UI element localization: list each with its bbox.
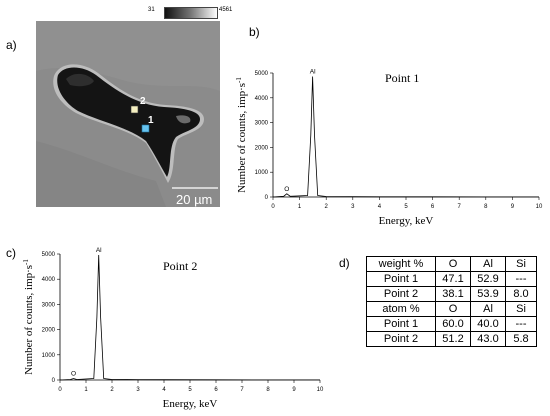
y-tick-label: 2000 bbox=[42, 328, 56, 334]
table-row-label: Point 1 bbox=[366, 316, 436, 332]
x-tick-label: 3 bbox=[136, 387, 140, 393]
x-tick-label: 7 bbox=[458, 204, 462, 210]
peak-label: Al bbox=[96, 247, 102, 254]
table-cell: 40.0 bbox=[470, 316, 506, 332]
table-row: weight % O Al Si bbox=[366, 256, 537, 272]
y-tick-label: 3000 bbox=[255, 121, 269, 127]
spectrum-series-line bbox=[272, 76, 539, 198]
peak-label: O bbox=[284, 186, 289, 193]
x-tick-label: 4 bbox=[378, 204, 382, 210]
panel-label-a: a) bbox=[6, 38, 17, 52]
spectrum-point-2: 0 1 2 3 4 5 6 7 8 9 10 0 1000 2000 3000 4000 5000 Al O Poin… bbox=[0, 232, 330, 416]
x-tick-label: 4 bbox=[162, 387, 166, 393]
y-tick-label: 4000 bbox=[42, 277, 56, 283]
sem-micrograph: 2 1 20 µm bbox=[36, 21, 220, 207]
table-cell: 43.0 bbox=[470, 331, 506, 347]
table-row: atom % O Al Si bbox=[366, 301, 537, 317]
table-cell: 52.9 bbox=[470, 271, 506, 287]
table-cell: 51.2 bbox=[435, 331, 471, 347]
y-tick-label: 0 bbox=[52, 378, 56, 384]
x-tick-label: 6 bbox=[431, 204, 435, 210]
spectrum-point-1-svg: 0 1 2 3 4 5 6 7 8 9 10 0 1000 2000 3000 4000 5000 Al O Poin… bbox=[235, 68, 543, 227]
table-row-label: weight % bbox=[366, 256, 436, 272]
panel-label-c: c) bbox=[6, 246, 16, 260]
table-cell: O bbox=[435, 301, 471, 317]
x-tick-label: 2 bbox=[110, 387, 114, 393]
y-tick-label: 0 bbox=[265, 195, 269, 201]
y-tick-label: 3000 bbox=[42, 302, 56, 308]
table-row-label: Point 1 bbox=[366, 271, 436, 287]
scale-bar-label: 20 µm bbox=[176, 192, 212, 207]
table-cell: 8.0 bbox=[505, 286, 537, 302]
x-tick-label: 8 bbox=[266, 387, 270, 393]
sem-micrograph-image: 2 1 20 µm bbox=[36, 21, 220, 207]
panel-label-d: d) bbox=[339, 256, 350, 270]
x-tick-label: 6 bbox=[214, 387, 218, 393]
panel-label-b: b) bbox=[249, 25, 260, 39]
y-tick-label: 1000 bbox=[42, 353, 56, 359]
table-cell: Al bbox=[470, 301, 506, 317]
x-tick-label: 10 bbox=[317, 387, 324, 393]
peak-label: Al bbox=[310, 68, 316, 75]
table-cell: 60.0 bbox=[435, 316, 471, 332]
table-cell: Si bbox=[505, 301, 537, 317]
table-cell: 53.9 bbox=[470, 286, 506, 302]
x-tick-label: 3 bbox=[351, 204, 355, 210]
table-cell: --- bbox=[505, 271, 537, 287]
table-row-label: Point 2 bbox=[366, 331, 436, 347]
table-row: Point 2 51.2 43.0 5.8 bbox=[366, 331, 537, 347]
table-row: Point 2 38.1 53.9 8.0 bbox=[366, 286, 537, 302]
x-tick-label: 5 bbox=[188, 387, 192, 393]
x-tick-label: 9 bbox=[292, 387, 296, 393]
table-row: Point 1 60.0 40.0 --- bbox=[366, 316, 537, 332]
x-tick-label: 0 bbox=[271, 204, 275, 210]
x-axis-label: Energy, keV bbox=[379, 215, 434, 227]
table-row: Point 1 47.1 52.9 --- bbox=[366, 271, 537, 287]
x-tick-label: 5 bbox=[404, 204, 408, 210]
peak-label: O bbox=[71, 370, 76, 377]
x-tick-label: 7 bbox=[240, 387, 244, 393]
table-cell: 5.8 bbox=[505, 331, 537, 347]
y-axis-label: Number of counts, imp·s-1 bbox=[235, 77, 248, 193]
table-cell: O bbox=[435, 256, 471, 272]
table-cell: Al bbox=[470, 256, 506, 272]
colorbar-gradient bbox=[164, 7, 218, 19]
y-tick-label: 1000 bbox=[255, 170, 269, 176]
table-cell: Si bbox=[505, 256, 537, 272]
y-tick-label: 5000 bbox=[42, 252, 56, 258]
analysis-point-2-marker bbox=[130, 105, 139, 114]
y-axis-label-superscript: -1 bbox=[235, 77, 243, 83]
point-1-label: 1 bbox=[148, 115, 154, 126]
spectrum-point-2-svg: 0 1 2 3 4 5 6 7 8 9 10 0 1000 2000 3000 4000 5000 Al O Poin… bbox=[22, 247, 324, 410]
table-row-label: Point 2 bbox=[366, 286, 436, 302]
y-tick-label: 5000 bbox=[255, 71, 269, 77]
x-axis-label: Energy, keV bbox=[163, 398, 218, 410]
x-tick-label: 9 bbox=[511, 204, 515, 210]
colorbar-max-label: 4561 bbox=[219, 7, 233, 13]
y-axis-label-superscript: -1 bbox=[22, 259, 30, 265]
spectrum-point-1: 0 1 2 3 4 5 6 7 8 9 10 0 1000 2000 3000 4000 5000 Al O Poin… bbox=[230, 40, 550, 230]
composition-table: weight % O Al Si Point 1 47.1 52.9 --- Point 2 38… bbox=[366, 256, 537, 347]
point-2-label: 2 bbox=[140, 96, 146, 107]
x-tick-label: 10 bbox=[536, 204, 543, 210]
y-tick-label: 2000 bbox=[255, 145, 269, 151]
spectrum-series-line bbox=[59, 254, 320, 381]
chart-title: Point 2 bbox=[163, 259, 197, 273]
x-tick-label: 0 bbox=[58, 387, 62, 393]
y-axis-label: Number of counts, imp·s-1 bbox=[22, 259, 35, 375]
table-cell: 38.1 bbox=[435, 286, 471, 302]
colorbar-min-label: 31 bbox=[148, 7, 155, 13]
x-tick-label: 1 bbox=[84, 387, 88, 393]
x-tick-label: 1 bbox=[298, 204, 302, 210]
chart-title: Point 1 bbox=[385, 71, 419, 85]
table-cell: --- bbox=[505, 316, 537, 332]
table-cell: 47.1 bbox=[435, 271, 471, 287]
analysis-point-1-marker bbox=[141, 124, 150, 133]
table-row-label: atom % bbox=[366, 301, 436, 317]
x-tick-label: 8 bbox=[484, 204, 488, 210]
y-tick-label: 4000 bbox=[255, 96, 269, 102]
x-tick-label: 2 bbox=[325, 204, 329, 210]
